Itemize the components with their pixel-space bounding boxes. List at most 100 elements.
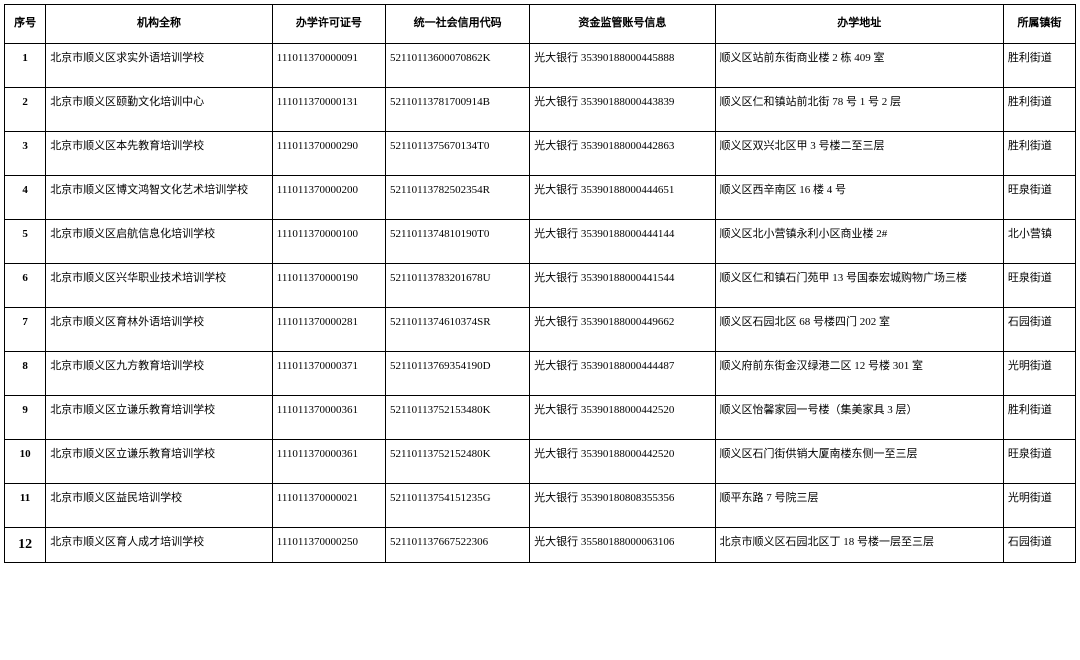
cell-addr: 顺义区石园北区 68 号楼四门 202 室 (715, 307, 1003, 351)
table-row: 7北京市顺义区育林外语培训学校1110113700002815211011374… (5, 307, 1076, 351)
cell-acct: 光大银行 35390188000444487 (530, 351, 715, 395)
cell-dist: 胜利街道 (1003, 43, 1075, 87)
cell-name: 北京市顺义区立谦乐教育培训学校 (46, 439, 273, 483)
cell-dist: 石园街道 (1003, 527, 1075, 562)
cell-acct: 光大银行 35390188000441544 (530, 263, 715, 307)
cell-addr: 顺义区石门街供销大厦南楼东侧一至三层 (715, 439, 1003, 483)
cell-name: 北京市顺义区育人成才培训学校 (46, 527, 273, 562)
cell-name: 北京市顺义区益民培训学校 (46, 483, 273, 527)
cell-acct: 光大银行 35390180808355356 (530, 483, 715, 527)
cell-seq: 7 (5, 307, 46, 351)
cell-code: 521101137667522306 (386, 527, 530, 562)
cell-dist: 旺泉街道 (1003, 175, 1075, 219)
table-row: 6北京市顺义区兴华职业技术培训学校11101137000019052110113… (5, 263, 1076, 307)
cell-addr: 北京市顺义区石园北区丁 18 号楼一层至三层 (715, 527, 1003, 562)
cell-code: 52110113781700914B (386, 87, 530, 131)
cell-code: 52110113783201678U (386, 263, 530, 307)
cell-seq: 6 (5, 263, 46, 307)
cell-addr: 顺义区仁和镇石门苑甲 13 号国泰宏城购物广场三楼 (715, 263, 1003, 307)
cell-name: 北京市顺义区博文鸿智文化艺术培训学校 (46, 175, 273, 219)
cell-perm: 111011370000361 (272, 439, 385, 483)
cell-name: 北京市顺义区立谦乐教育培训学校 (46, 395, 273, 439)
cell-perm: 111011370000371 (272, 351, 385, 395)
cell-name: 北京市顺义区启航信息化培训学校 (46, 219, 273, 263)
cell-seq: 8 (5, 351, 46, 395)
cell-code: 52110113754151235G (386, 483, 530, 527)
table-row: 4北京市顺义区博文鸿智文化艺术培训学校111011370000200521101… (5, 175, 1076, 219)
cell-perm: 111011370000290 (272, 131, 385, 175)
cell-acct: 光大银行 35390188000443839 (530, 87, 715, 131)
institution-table: 序号机构全称办学许可证号统一社会信用代码资金监管账号信息办学地址所属镇街 1北京… (4, 4, 1076, 563)
cell-dist: 胜利街道 (1003, 87, 1075, 131)
cell-dist: 石园街道 (1003, 307, 1075, 351)
cell-seq: 11 (5, 483, 46, 527)
cell-seq: 12 (5, 527, 46, 562)
table-row: 12北京市顺义区育人成才培训学校111011370000250521101137… (5, 527, 1076, 562)
cell-acct: 光大银行 35390188000442520 (530, 439, 715, 483)
cell-dist: 旺泉街道 (1003, 263, 1075, 307)
cell-code: 52110113782502354R (386, 175, 530, 219)
cell-dist: 旺泉街道 (1003, 439, 1075, 483)
cell-name: 北京市顺义区求实外语培训学校 (46, 43, 273, 87)
cell-dist: 光明街道 (1003, 483, 1075, 527)
col-header-code: 统一社会信用代码 (386, 5, 530, 44)
cell-name: 北京市顺义区本先教育培训学校 (46, 131, 273, 175)
cell-acct: 光大银行 35390188000442863 (530, 131, 715, 175)
col-header-acct: 资金监管账号信息 (530, 5, 715, 44)
table-row: 11北京市顺义区益民培训学校11101137000002152110113754… (5, 483, 1076, 527)
cell-addr: 顺义区怡馨家园一号楼（集美家具 3 层） (715, 395, 1003, 439)
cell-perm: 111011370000281 (272, 307, 385, 351)
cell-name: 北京市顺义区兴华职业技术培训学校 (46, 263, 273, 307)
cell-seq: 1 (5, 43, 46, 87)
cell-perm: 111011370000021 (272, 483, 385, 527)
cell-dist: 光明街道 (1003, 351, 1075, 395)
cell-seq: 3 (5, 131, 46, 175)
cell-code: 52110113752152480K (386, 439, 530, 483)
col-header-perm: 办学许可证号 (272, 5, 385, 44)
cell-code: 5211011374610374SR (386, 307, 530, 351)
cell-perm: 111011370000091 (272, 43, 385, 87)
cell-name: 北京市顺义区育林外语培训学校 (46, 307, 273, 351)
cell-perm: 111011370000250 (272, 527, 385, 562)
col-header-dist: 所属镇街 (1003, 5, 1075, 44)
cell-seq: 10 (5, 439, 46, 483)
cell-acct: 光大银行 35580188000063106 (530, 527, 715, 562)
table-row: 1北京市顺义区求实外语培训学校1110113700000915211011360… (5, 43, 1076, 87)
cell-code: 5211011374810190T0 (386, 219, 530, 263)
table-header-row: 序号机构全称办学许可证号统一社会信用代码资金监管账号信息办学地址所属镇街 (5, 5, 1076, 44)
col-header-name: 机构全称 (46, 5, 273, 44)
cell-perm: 111011370000190 (272, 263, 385, 307)
cell-name: 北京市顺义区颐勤文化培训中心 (46, 87, 273, 131)
cell-dist: 胜利街道 (1003, 395, 1075, 439)
cell-seq: 5 (5, 219, 46, 263)
cell-addr: 顺义区站前东街商业楼 2 栋 409 室 (715, 43, 1003, 87)
cell-acct: 光大银行 35390188000445888 (530, 43, 715, 87)
cell-perm: 111011370000361 (272, 395, 385, 439)
cell-seq: 4 (5, 175, 46, 219)
table-row: 10北京市顺义区立谦乐教育培训学校11101137000036152110113… (5, 439, 1076, 483)
cell-name: 北京市顺义区九方教育培训学校 (46, 351, 273, 395)
cell-perm: 111011370000100 (272, 219, 385, 263)
table-row: 9北京市顺义区立谦乐教育培训学校111011370000361521101137… (5, 395, 1076, 439)
col-header-addr: 办学地址 (715, 5, 1003, 44)
cell-addr: 顺义区西辛南区 16 楼 4 号 (715, 175, 1003, 219)
table-row: 2北京市顺义区颐勤文化培训中心1110113700001315211011378… (5, 87, 1076, 131)
cell-acct: 光大银行 35390188000444144 (530, 219, 715, 263)
cell-code: 52110113769354190D (386, 351, 530, 395)
cell-seq: 2 (5, 87, 46, 131)
table-row: 5北京市顺义区启航信息化培训学校111011370000100521101137… (5, 219, 1076, 263)
table-row: 3北京市顺义区本先教育培训学校1110113700002905211011375… (5, 131, 1076, 175)
table-row: 8北京市顺义区九方教育培训学校1110113700003715211011376… (5, 351, 1076, 395)
col-header-seq: 序号 (5, 5, 46, 44)
cell-seq: 9 (5, 395, 46, 439)
cell-code: 52110113600070862K (386, 43, 530, 87)
cell-code: 5211011375670134T0 (386, 131, 530, 175)
cell-acct: 光大银行 35390188000449662 (530, 307, 715, 351)
cell-acct: 光大银行 35390188000442520 (530, 395, 715, 439)
cell-perm: 111011370000200 (272, 175, 385, 219)
cell-acct: 光大银行 35390188000444651 (530, 175, 715, 219)
cell-perm: 111011370000131 (272, 87, 385, 131)
cell-dist: 胜利街道 (1003, 131, 1075, 175)
cell-addr: 顺义府前东街金汉绿港二区 12 号楼 301 室 (715, 351, 1003, 395)
cell-addr: 顺义区仁和镇站前北街 78 号 1 号 2 层 (715, 87, 1003, 131)
